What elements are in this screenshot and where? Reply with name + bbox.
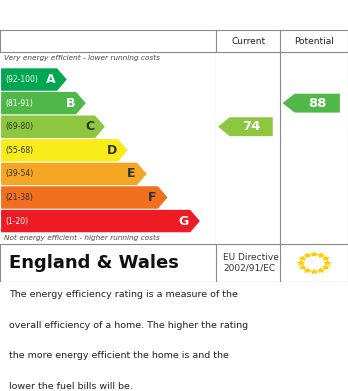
Text: EU Directive
2002/91/EC: EU Directive 2002/91/EC	[223, 253, 279, 273]
Text: Energy Efficiency Rating: Energy Efficiency Rating	[9, 7, 211, 23]
Text: (21-38): (21-38)	[6, 193, 33, 202]
Text: (69-80): (69-80)	[6, 122, 33, 131]
Text: the more energy efficient the home is and the: the more energy efficient the home is an…	[9, 352, 229, 361]
Text: C: C	[85, 120, 94, 133]
Polygon shape	[298, 264, 307, 270]
Polygon shape	[283, 94, 340, 113]
Polygon shape	[1, 139, 128, 161]
Text: overall efficiency of a home. The higher the rating: overall efficiency of a home. The higher…	[9, 321, 248, 330]
Polygon shape	[316, 267, 325, 273]
Polygon shape	[1, 186, 168, 209]
Polygon shape	[218, 117, 273, 136]
Polygon shape	[1, 115, 105, 138]
Polygon shape	[298, 255, 307, 261]
Polygon shape	[310, 251, 319, 257]
Polygon shape	[1, 92, 86, 114]
Text: A: A	[46, 73, 56, 86]
Text: (55-68): (55-68)	[6, 146, 33, 155]
Polygon shape	[303, 267, 312, 273]
Text: Potential: Potential	[294, 36, 334, 45]
Polygon shape	[303, 252, 312, 258]
Text: Not energy efficient - higher running costs: Not energy efficient - higher running co…	[4, 235, 160, 240]
Text: E: E	[127, 167, 136, 180]
Text: (39-54): (39-54)	[6, 169, 34, 178]
Text: (81-91): (81-91)	[6, 99, 33, 108]
Text: 74: 74	[242, 120, 260, 133]
Text: (1-20): (1-20)	[6, 217, 29, 226]
Text: D: D	[106, 144, 117, 157]
Text: (92-100): (92-100)	[6, 75, 38, 84]
Polygon shape	[316, 252, 325, 258]
Polygon shape	[321, 255, 331, 261]
Polygon shape	[310, 269, 319, 274]
Polygon shape	[321, 264, 331, 270]
Text: G: G	[179, 215, 189, 228]
Text: lower the fuel bills will be.: lower the fuel bills will be.	[9, 382, 133, 391]
Polygon shape	[1, 210, 200, 232]
Polygon shape	[296, 260, 306, 265]
Text: B: B	[65, 97, 75, 109]
Text: F: F	[148, 191, 157, 204]
Text: 88: 88	[308, 97, 326, 109]
Text: Very energy efficient - lower running costs: Very energy efficient - lower running co…	[4, 54, 160, 61]
Text: England & Wales: England & Wales	[9, 254, 179, 272]
Polygon shape	[1, 163, 147, 185]
Polygon shape	[323, 260, 332, 265]
Text: Current: Current	[231, 36, 266, 45]
Text: The energy efficiency rating is a measure of the: The energy efficiency rating is a measur…	[9, 290, 238, 299]
Polygon shape	[1, 68, 67, 91]
